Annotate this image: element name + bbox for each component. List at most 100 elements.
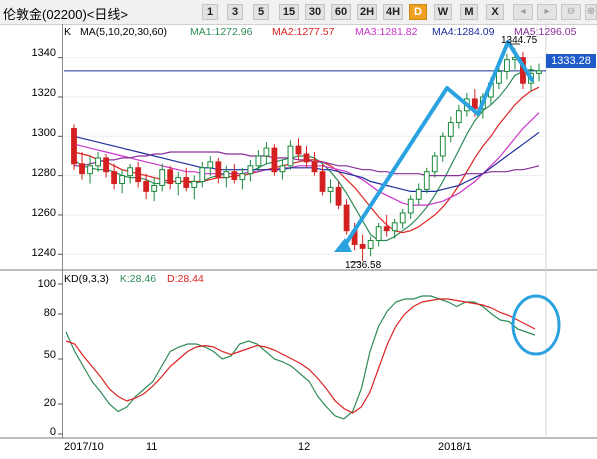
kd-tick-20: 20 bbox=[43, 397, 56, 409]
ma1-legend: MA1:1272.96 bbox=[190, 26, 253, 38]
candle-body bbox=[359, 243, 366, 249]
period-4h-button[interactable]: 4H bbox=[383, 4, 403, 20]
current-price-tag: 1333.28 bbox=[546, 54, 596, 68]
time-label-2017-10: 2017/10 bbox=[64, 441, 104, 453]
period-x-button[interactable]: X bbox=[486, 4, 504, 20]
candle-body bbox=[383, 226, 390, 232]
price-tick-1260: 1260 bbox=[31, 207, 56, 219]
candle-body bbox=[407, 198, 414, 214]
candle-body bbox=[439, 135, 446, 157]
ma4-legend: MA4:1284.09 bbox=[432, 26, 495, 38]
candle-body bbox=[143, 181, 150, 192]
candle-body bbox=[135, 167, 142, 183]
candle-body bbox=[103, 157, 109, 173]
instrument-title: 伦敦金(02200)<日线> bbox=[3, 7, 128, 22]
price-tick-1280: 1280 bbox=[31, 167, 56, 179]
candle-body bbox=[504, 59, 510, 72]
candle-body bbox=[223, 171, 230, 179]
candle-body bbox=[263, 147, 270, 157]
candle-body bbox=[399, 212, 406, 224]
scroll-right-button[interactable]: ▸ bbox=[537, 4, 557, 20]
price-tick-1320: 1320 bbox=[31, 87, 56, 99]
candle-body bbox=[127, 167, 134, 177]
kd-d-line bbox=[65, 298, 536, 414]
period-15-button[interactable]: 15 bbox=[279, 4, 299, 20]
kd-k-value: K:28.46 bbox=[119, 273, 157, 285]
ma5-legend: MA5:1296.05 bbox=[514, 26, 577, 38]
toolbar: 伦敦金(02200)<日线> 1 3 5 15 30 60 2H 4H D W … bbox=[0, 0, 597, 25]
candle-body bbox=[175, 177, 182, 184]
ma4-line bbox=[73, 131, 540, 192]
candle-body bbox=[87, 165, 93, 175]
ma2-legend: MA2:1277.57 bbox=[272, 26, 335, 38]
scroll-left-button[interactable]: ◂ bbox=[513, 4, 533, 20]
candle-body bbox=[79, 163, 85, 175]
candle-body bbox=[311, 161, 318, 173]
candle-body bbox=[375, 226, 382, 242]
period-w-button[interactable]: W bbox=[434, 4, 452, 20]
candle-body bbox=[536, 70, 542, 74]
period-d-button[interactable]: D bbox=[409, 4, 427, 20]
kd-tick-80: 80 bbox=[43, 307, 56, 319]
price-tick-1300: 1300 bbox=[31, 127, 56, 139]
zigzag-arrowhead bbox=[334, 238, 352, 252]
candle-body bbox=[199, 167, 206, 183]
candle-body bbox=[496, 70, 502, 84]
candle-body bbox=[327, 186, 334, 192]
candle-body bbox=[167, 169, 174, 184]
candle-body bbox=[247, 165, 254, 175]
kd-k-line bbox=[65, 295, 536, 420]
trend-zigzag-annotation bbox=[341, 40, 534, 250]
kd-tick-100: 100 bbox=[37, 278, 56, 290]
kd-legend: KD(9,3,3) K:28.46 D:28.44 bbox=[64, 273, 212, 285]
candle-body bbox=[303, 153, 310, 163]
candle-body bbox=[447, 122, 454, 137]
price-axis: 1340 1320 1300 1280 1260 1240 100 80 50 … bbox=[0, 24, 63, 438]
k-label: K bbox=[64, 26, 72, 38]
period-30-button[interactable]: 30 bbox=[305, 4, 325, 20]
candle-body bbox=[367, 240, 374, 249]
kd-tick-50: 50 bbox=[43, 349, 56, 361]
candle-body bbox=[231, 171, 238, 181]
high-price-label: 1344.75 bbox=[501, 35, 538, 46]
candle-body bbox=[295, 145, 302, 155]
candle-body bbox=[119, 175, 126, 184]
candle-body bbox=[423, 171, 430, 190]
candle-body bbox=[111, 171, 117, 184]
candle-body bbox=[207, 161, 214, 169]
period-3-button[interactable]: 3 bbox=[227, 4, 243, 20]
candle-body bbox=[71, 127, 77, 165]
candle-body bbox=[95, 157, 101, 167]
kd-d-value: D:28.44 bbox=[166, 273, 204, 285]
low-price-label: 1236.58 bbox=[345, 260, 382, 271]
candle-body bbox=[255, 155, 262, 167]
kd-tick-0: 0 bbox=[49, 426, 56, 438]
candle-body bbox=[215, 161, 222, 179]
candle-body bbox=[335, 186, 342, 206]
candle-body bbox=[431, 155, 438, 173]
kd-circle-annotation bbox=[511, 294, 561, 356]
time-label-11: 11 bbox=[146, 441, 158, 453]
period-m-button[interactable]: M bbox=[460, 4, 478, 20]
candle-body bbox=[455, 110, 462, 124]
time-label-12: 12 bbox=[298, 441, 311, 453]
period-2h-button[interactable]: 2H bbox=[357, 4, 377, 20]
ma3-legend: MA3:1281.82 bbox=[355, 26, 418, 38]
candle-body bbox=[191, 181, 198, 188]
candle-body bbox=[287, 145, 294, 167]
kd-params-label: KD(9,3,3) bbox=[64, 273, 109, 285]
candle-body bbox=[239, 173, 246, 181]
zoom-out-button[interactable]: ⊖ bbox=[561, 4, 581, 20]
candle-body bbox=[159, 169, 166, 186]
period-5-button[interactable]: 5 bbox=[253, 4, 269, 20]
period-60-button[interactable]: 60 bbox=[331, 4, 351, 20]
price-tick-1240: 1240 bbox=[31, 247, 56, 259]
period-1-button[interactable]: 1 bbox=[202, 4, 218, 20]
price-tick-1340: 1340 bbox=[31, 47, 56, 59]
candle-body bbox=[391, 222, 398, 232]
candle-body bbox=[183, 177, 190, 188]
ma-params-label: MA(5,10,20,30,60) bbox=[80, 26, 167, 38]
candle-body bbox=[343, 204, 350, 232]
